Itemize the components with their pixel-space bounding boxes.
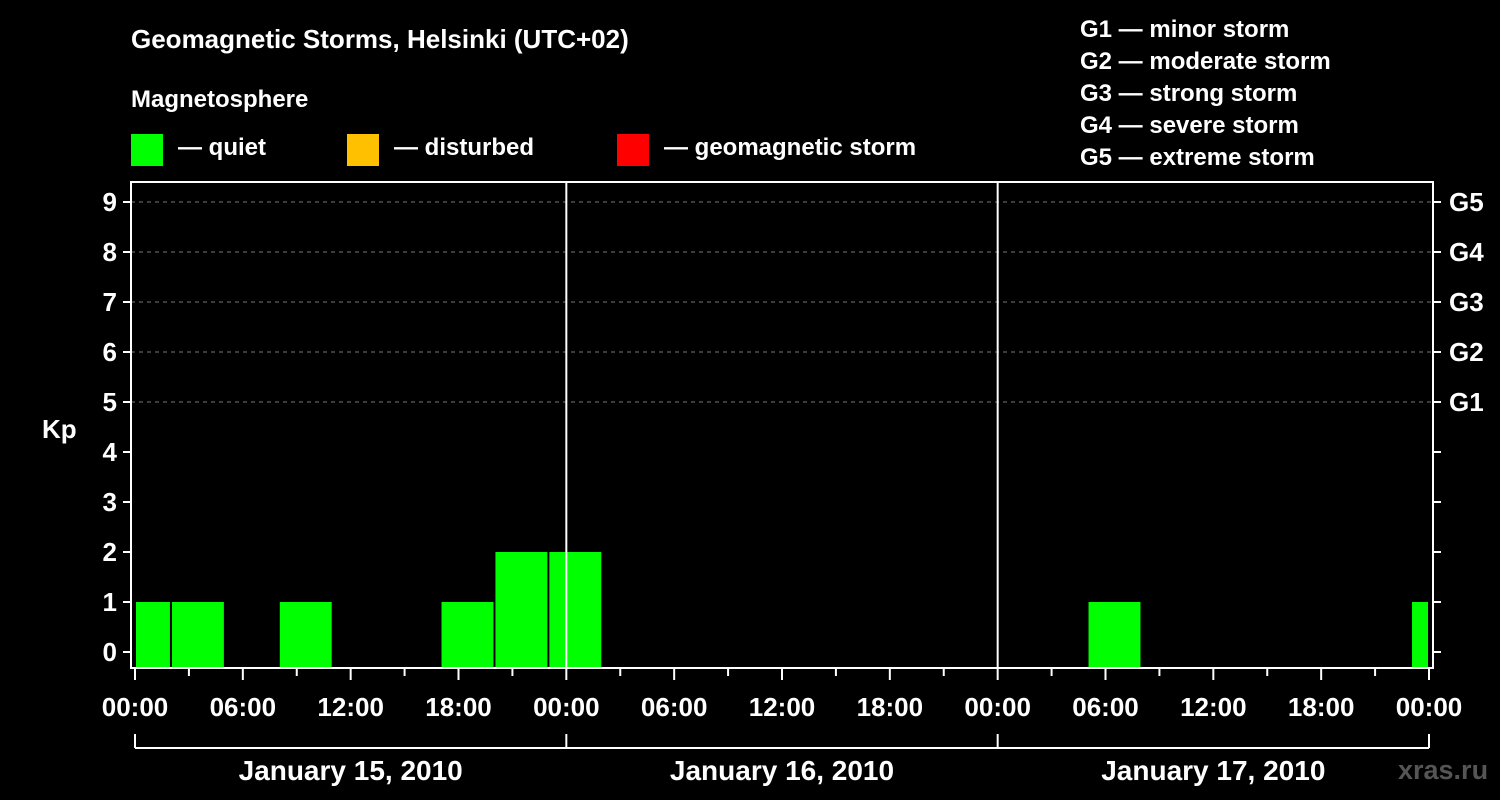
legend-disturbed-swatch xyxy=(347,134,379,166)
y-tick-label-7: 7 xyxy=(103,287,117,317)
y-tick-label-5: 5 xyxy=(103,387,117,417)
y-tick-label-2: 2 xyxy=(103,537,117,567)
g-scale-legend: G1 — minor storm G2 — moderate storm G3 … xyxy=(1080,14,1331,174)
x-tick-label-7: 18:00 xyxy=(857,692,924,722)
y-axis-label: Kp xyxy=(42,414,77,444)
y-tick-label-9: 9 xyxy=(103,187,117,217)
bar-3 xyxy=(441,602,494,668)
x-tick-label-4: 00:00 xyxy=(533,692,600,722)
x-tick-label-1: 06:00 xyxy=(210,692,277,722)
g-tick-label-g5: G5 xyxy=(1449,187,1484,217)
bar-5 xyxy=(549,552,602,668)
y-tick-label-1: 1 xyxy=(103,587,117,617)
bar-7 xyxy=(1412,602,1428,668)
day-label-1: January 16, 2010 xyxy=(670,755,894,786)
bar-1 xyxy=(171,602,224,668)
g4-legend: G4 — severe storm xyxy=(1080,112,1299,139)
day-label-2: January 17, 2010 xyxy=(1101,755,1325,786)
plot-frame xyxy=(130,181,1434,669)
g-tick-label-g4: G4 xyxy=(1449,237,1484,267)
y-tick-label-4: 4 xyxy=(103,437,118,467)
x-tick-label-2: 12:00 xyxy=(317,692,384,722)
bar-4 xyxy=(495,552,548,668)
legend-quiet-swatch xyxy=(131,134,163,166)
g-tick-label-g2: G2 xyxy=(1449,337,1484,367)
y-tick-label-6: 6 xyxy=(103,337,117,367)
chart-title: Geomagnetic Storms, Helsinki (UTC+02) xyxy=(131,24,629,54)
legend-storm-label: — geomagnetic storm xyxy=(664,134,917,161)
x-tick-label-10: 12:00 xyxy=(1180,692,1247,722)
x-tick-label-12: 00:00 xyxy=(1396,692,1463,722)
x-tick-label-8: 00:00 xyxy=(964,692,1031,722)
g1-legend: G1 — minor storm xyxy=(1080,16,1290,43)
x-tick-label-0: 00:00 xyxy=(102,692,169,722)
magnetosphere-label: Magnetosphere xyxy=(131,86,309,113)
g3-legend: G3 — strong storm xyxy=(1080,80,1298,107)
x-tick-label-3: 18:00 xyxy=(425,692,492,722)
legend-disturbed-label: — disturbed xyxy=(394,134,535,161)
y-tick-label-3: 3 xyxy=(103,487,117,517)
g-tick-label-g3: G3 xyxy=(1449,287,1484,317)
bar-0 xyxy=(136,602,170,668)
x-tick-label-11: 18:00 xyxy=(1288,692,1355,722)
y-tick-label-0: 0 xyxy=(103,637,117,667)
bar-2 xyxy=(279,602,332,668)
x-tick-label-5: 06:00 xyxy=(641,692,708,722)
bar-6 xyxy=(1088,602,1141,668)
legend-quiet-label: — quiet xyxy=(178,134,266,161)
g2-legend: G2 — moderate storm xyxy=(1080,48,1331,75)
g5-legend: G5 — extreme storm xyxy=(1080,144,1315,171)
watermark: xras.ru xyxy=(1398,755,1489,785)
x-tick-label-9: 06:00 xyxy=(1072,692,1139,722)
y-tick-label-8: 8 xyxy=(103,237,117,267)
x-tick-label-6: 12:00 xyxy=(749,692,816,722)
day-label-0: January 15, 2010 xyxy=(239,755,463,786)
g-tick-label-g1: G1 xyxy=(1449,387,1484,417)
legend-storm-swatch xyxy=(617,134,649,166)
